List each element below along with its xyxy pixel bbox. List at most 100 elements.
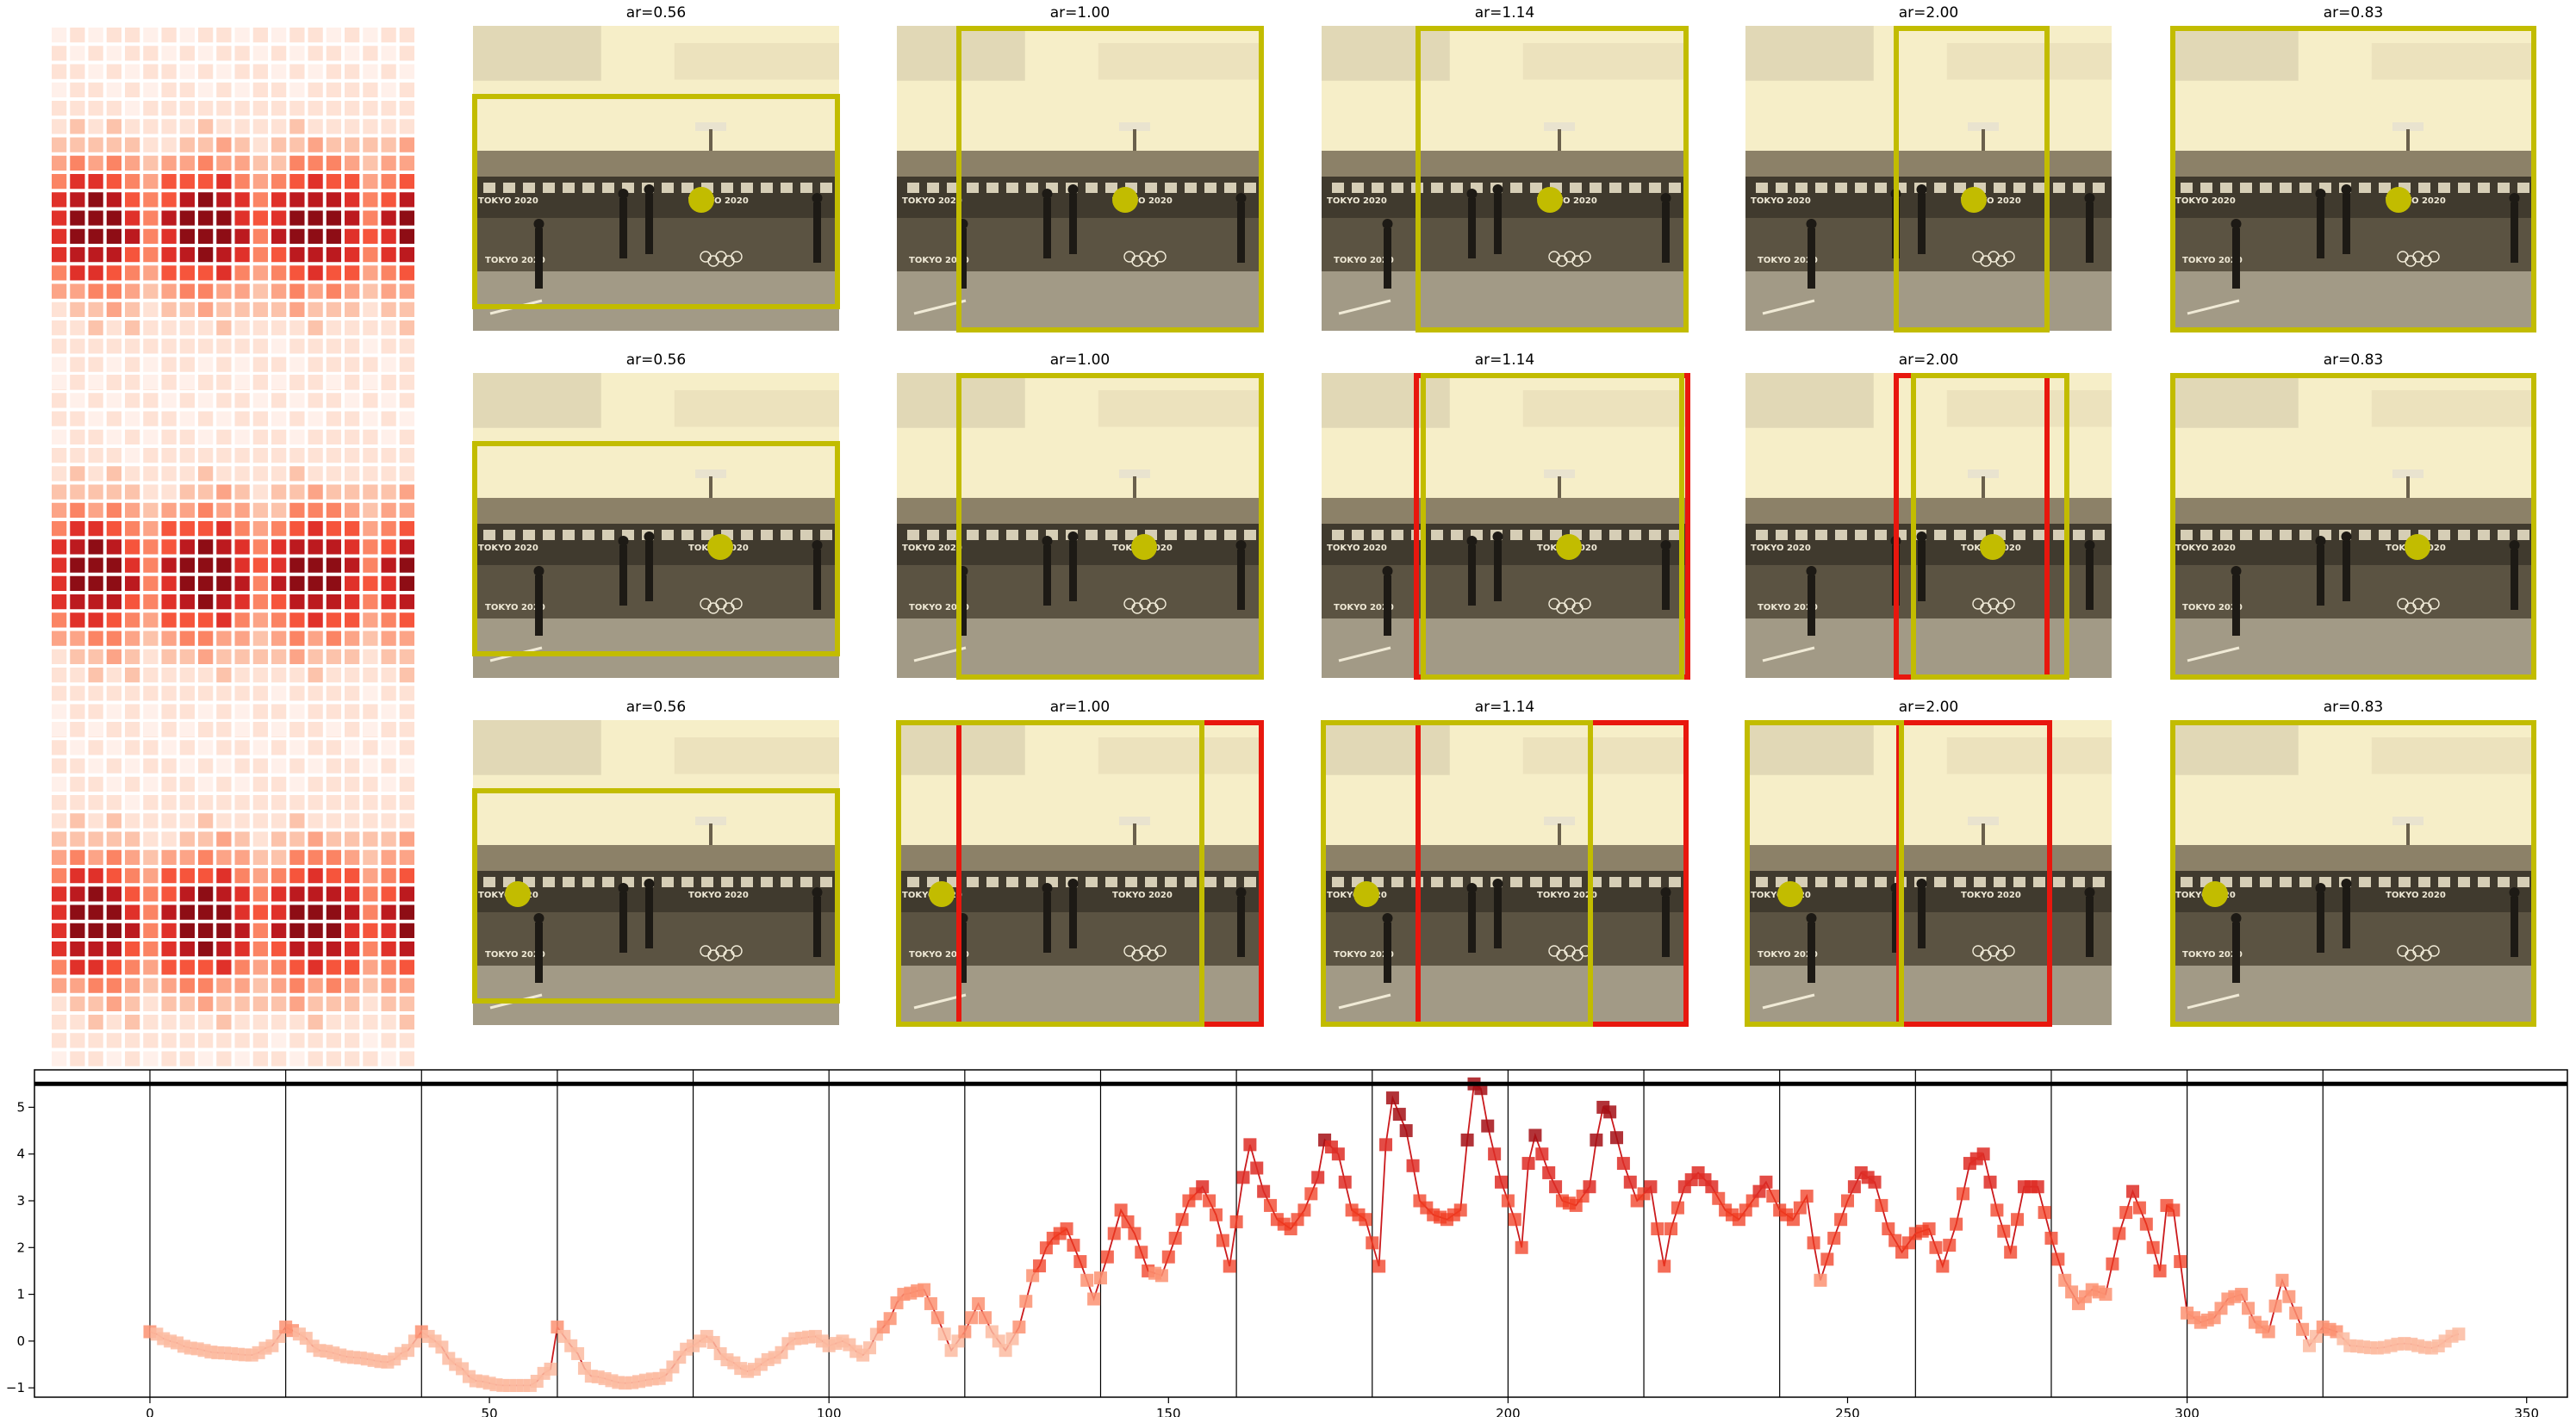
heatmap-cell (252, 174, 268, 190)
stand-window (602, 877, 614, 887)
data-marker (1385, 1091, 1399, 1105)
cloud (674, 390, 839, 427)
heatmap-cell (161, 192, 177, 208)
stand-window (947, 183, 959, 193)
heatmap-cell (88, 668, 103, 683)
heatmap-cell (308, 575, 323, 591)
person-head (1042, 189, 1053, 199)
heatmap-cell (179, 668, 195, 683)
heatmap-cell (125, 795, 140, 811)
stand-window (2093, 183, 2105, 193)
heatmap-cell (381, 357, 396, 372)
heatmap-cell (216, 192, 232, 208)
heatmap-cell (216, 28, 232, 43)
court-line (2187, 646, 2240, 662)
heatmap-cell (216, 502, 232, 518)
heatmap-cell (363, 192, 378, 208)
heatmap-cell (271, 174, 287, 190)
data-marker (1196, 1180, 1210, 1194)
stand-window (1185, 183, 1197, 193)
stand-window (907, 183, 919, 193)
data-marker (1603, 1105, 1617, 1119)
heatmap-cell (106, 119, 121, 134)
data-marker (1359, 1213, 1372, 1227)
heatmap-cell (143, 46, 159, 61)
heatmap-cell (399, 923, 414, 938)
data-marker (2112, 1227, 2126, 1240)
heatmap-cell (271, 1051, 287, 1066)
heatmap-cell (143, 119, 159, 134)
heatmap-cell (345, 82, 360, 97)
stand-window (2280, 877, 2292, 887)
heatmap-cell (308, 758, 323, 774)
stand-window (2517, 183, 2529, 193)
heatmap-cell (363, 393, 378, 408)
heatmap-cell (106, 155, 121, 171)
person (959, 228, 967, 289)
heatmap-cell (308, 192, 323, 208)
heatmap-cell (381, 484, 396, 500)
heatmap-cell (70, 357, 85, 372)
person (1808, 575, 1815, 636)
heatmap-cell (345, 996, 360, 1011)
heatmap-cell (198, 82, 214, 97)
heatmap-cell (216, 904, 232, 920)
stand-window (1332, 183, 1344, 193)
heatmap-cell (308, 301, 323, 317)
heatmap-cell (234, 868, 250, 884)
heatmap-cell (88, 1033, 103, 1048)
person (1468, 892, 1476, 953)
data-marker (1012, 1321, 1026, 1334)
stand-window (1510, 183, 1522, 193)
heatmap-cell (216, 575, 232, 591)
heatmap-cell (52, 466, 67, 482)
heatmap-cell (179, 868, 195, 884)
heatmap-cell (271, 119, 287, 134)
stand-window (1530, 877, 1542, 887)
data-marker (1922, 1222, 1936, 1236)
heatmap-cell (345, 119, 360, 134)
heatmap-cell (125, 64, 140, 79)
heatmap-cell (399, 265, 414, 281)
heatmap-cell (106, 247, 121, 263)
heatmap-cell (326, 649, 341, 664)
heatmap-cell (308, 740, 323, 755)
heatmap-cell (198, 301, 214, 317)
y-tick-label: 0 (16, 1333, 25, 1349)
heatmap-cell (106, 1015, 121, 1030)
heatmap-cell (252, 64, 268, 79)
heatmap-cell (326, 704, 341, 719)
data-marker (1950, 1217, 1963, 1231)
stand-window (2033, 183, 2045, 193)
heatmap-cell (52, 155, 67, 171)
heatmap-cell (289, 301, 305, 317)
heatmap-cell (216, 886, 232, 902)
heatmap-cell (88, 192, 103, 208)
heatmap-cell (252, 137, 268, 152)
heatmap-cell (252, 466, 268, 482)
cloud (1522, 390, 1688, 427)
data-marker (435, 1340, 449, 1354)
heatmap-cell (52, 429, 67, 444)
person (1918, 541, 1926, 601)
heatmap-cell (143, 704, 159, 719)
heatmap-cell (252, 339, 268, 354)
heatmap-cell (106, 137, 121, 152)
data-marker (1820, 1252, 1834, 1266)
heatmap-cell (52, 668, 67, 683)
heatmap-cell (143, 813, 159, 829)
heatmap-cell (308, 64, 323, 79)
heatmap-cell (326, 942, 341, 957)
heatmap-cell (106, 192, 121, 208)
heatmap-cell (326, 1015, 341, 1030)
heatmap-cell (70, 668, 85, 683)
stand-window (1510, 877, 1522, 887)
heatmap-cell (252, 502, 268, 518)
ground (473, 618, 839, 678)
stand-window (2200, 530, 2212, 540)
heatmap-cell (125, 557, 140, 573)
heatmap-cell (308, 795, 323, 811)
heatmap-grid (52, 28, 414, 1085)
stand-window (563, 877, 575, 887)
